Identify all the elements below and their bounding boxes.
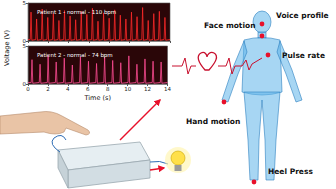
svg-text:2: 2 bbox=[46, 86, 50, 92]
svg-text:0: 0 bbox=[26, 86, 30, 92]
svg-text:0: 0 bbox=[22, 38, 26, 44]
svg-text:6: 6 bbox=[86, 86, 90, 92]
svg-text:Patient 2 - normal - 74 bpm: Patient 2 - normal - 74 bpm bbox=[37, 52, 113, 59]
svg-text:Voltage (V): Voltage (V) bbox=[3, 30, 11, 66]
svg-text:Heel Press: Heel Press bbox=[268, 167, 313, 176]
svg-text:5: 5 bbox=[23, 0, 27, 6]
svg-text:0: 0 bbox=[22, 81, 26, 87]
svg-text:Time (s): Time (s) bbox=[84, 94, 111, 102]
svg-text:5: 5 bbox=[23, 43, 27, 49]
svg-text:Pulse rate: Pulse rate bbox=[282, 51, 325, 60]
svg-text:12: 12 bbox=[144, 86, 151, 92]
svg-text:10: 10 bbox=[124, 86, 131, 92]
svg-text:Patient 1 - normal - 110 bpm: Patient 1 - normal - 110 bpm bbox=[37, 9, 116, 16]
svg-text:8: 8 bbox=[106, 86, 110, 92]
svg-text:4: 4 bbox=[66, 86, 70, 92]
svg-text:Face motion: Face motion bbox=[204, 21, 256, 30]
svg-text:Voice profile: Voice profile bbox=[276, 11, 329, 20]
svg-text:14: 14 bbox=[164, 86, 171, 92]
svg-text:Hand motion: Hand motion bbox=[186, 117, 240, 126]
